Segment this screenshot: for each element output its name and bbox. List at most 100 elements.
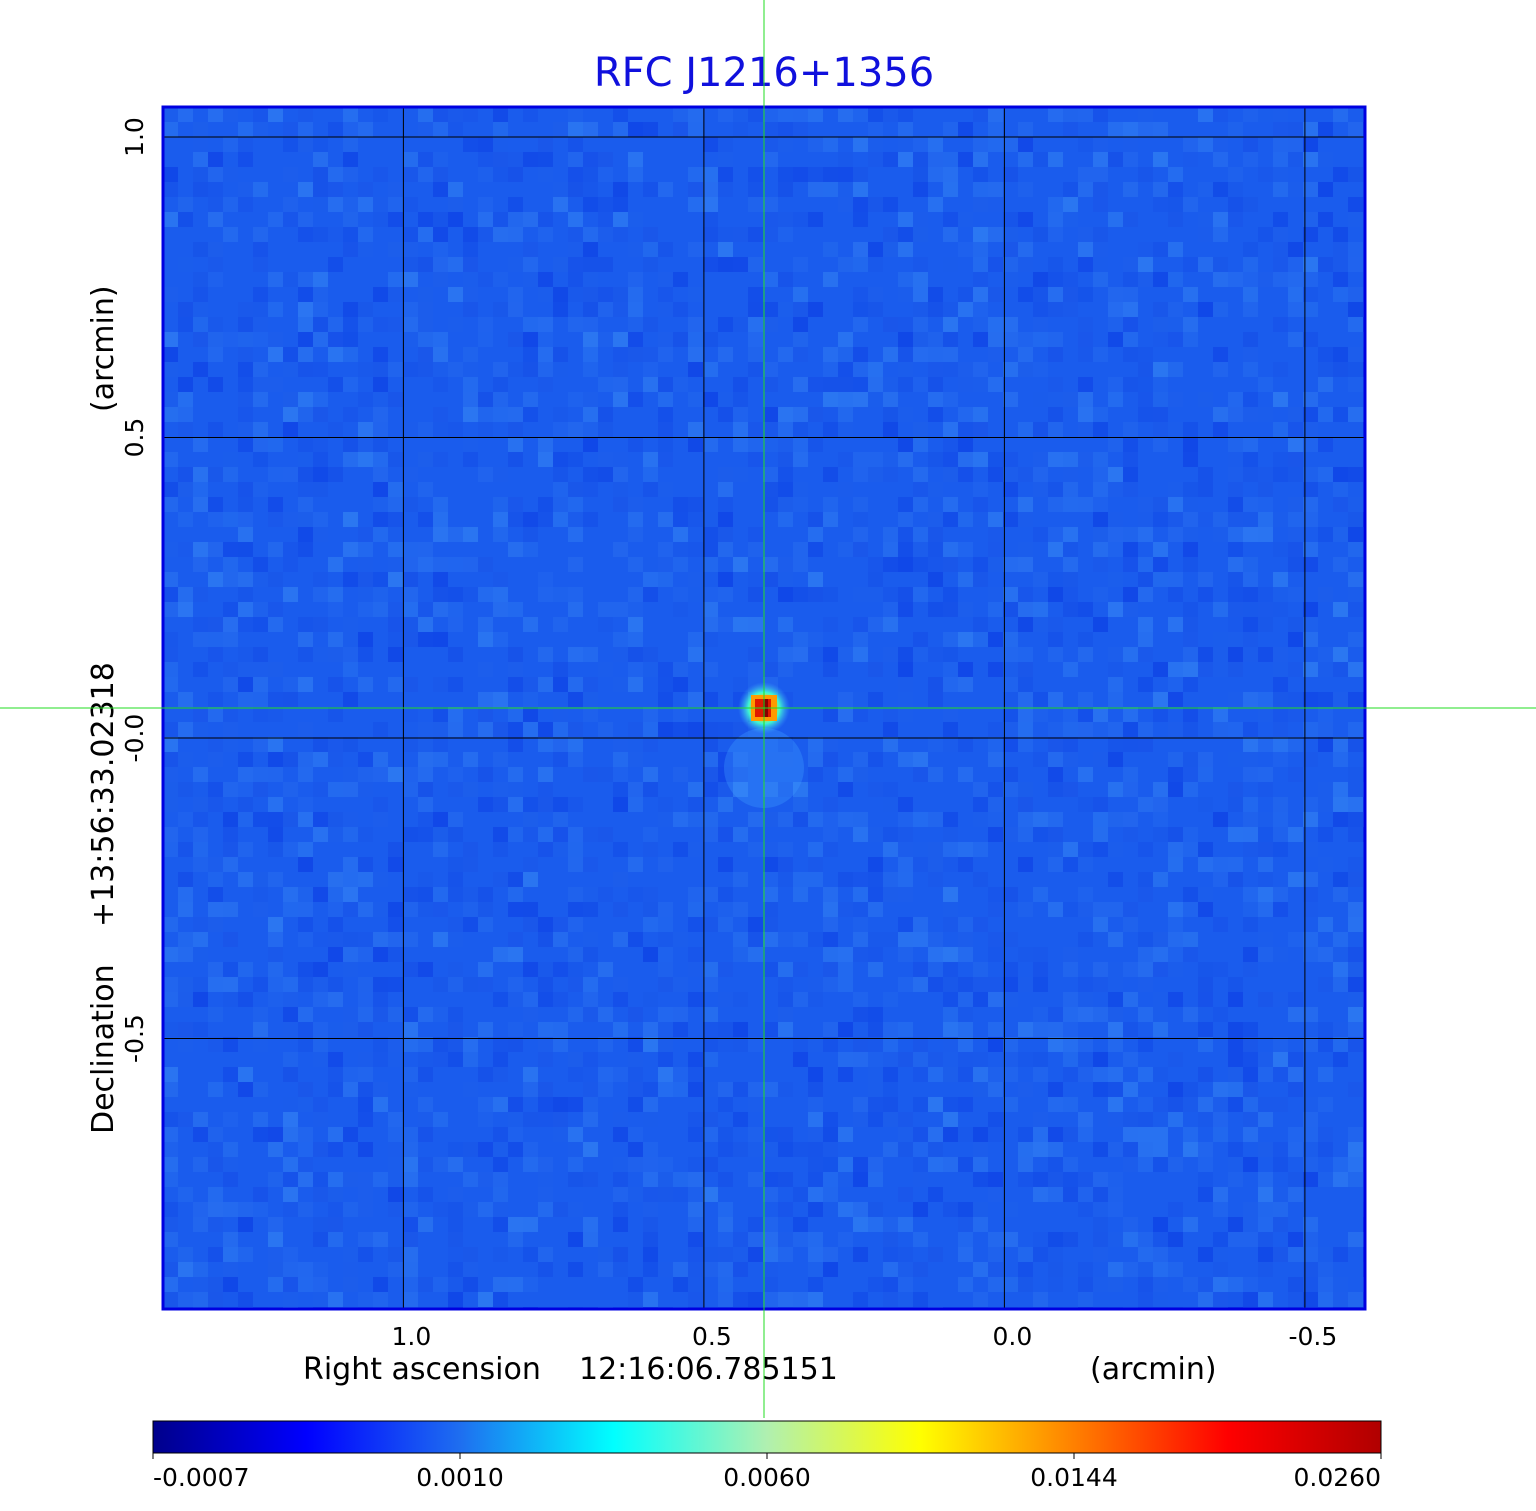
- noise-pixel: [988, 947, 1003, 962]
- noise-pixel: [718, 572, 733, 587]
- noise-pixel: [328, 1082, 343, 1097]
- noise-pixel: [733, 1022, 748, 1037]
- noise-pixel: [418, 212, 433, 227]
- noise-pixel: [478, 392, 493, 407]
- noise-pixel: [1183, 527, 1198, 542]
- noise-pixel: [1288, 287, 1303, 302]
- noise-pixel: [883, 1217, 898, 1232]
- noise-pixel: [688, 782, 703, 797]
- noise-pixel: [463, 272, 478, 287]
- noise-pixel: [1288, 692, 1303, 707]
- noise-pixel: [628, 497, 643, 512]
- noise-pixel: [898, 1142, 913, 1157]
- noise-pixel: [658, 452, 673, 467]
- noise-pixel: [1243, 962, 1258, 977]
- noise-pixel: [328, 932, 343, 947]
- noise-pixel: [553, 1037, 568, 1052]
- noise-pixel: [1303, 392, 1318, 407]
- noise-pixel: [388, 362, 403, 377]
- noise-pixel: [1078, 977, 1093, 992]
- noise-pixel: [343, 662, 358, 677]
- noise-pixel: [313, 1277, 328, 1292]
- noise-pixel: [463, 257, 478, 272]
- noise-pixel: [763, 1022, 778, 1037]
- noise-pixel: [328, 332, 343, 347]
- noise-pixel: [568, 422, 583, 437]
- noise-pixel: [748, 1127, 763, 1142]
- noise-pixel: [838, 902, 853, 917]
- noise-pixel: [493, 1202, 508, 1217]
- noise-pixel: [763, 572, 778, 587]
- noise-pixel: [223, 992, 238, 1007]
- noise-pixel: [1228, 1142, 1243, 1157]
- noise-pixel: [1093, 617, 1108, 632]
- noise-pixel: [643, 902, 658, 917]
- noise-pixel: [268, 497, 283, 512]
- noise-pixel: [703, 1022, 718, 1037]
- noise-pixel: [853, 1007, 868, 1022]
- noise-pixel: [1123, 1112, 1138, 1127]
- noise-pixel: [493, 1247, 508, 1262]
- noise-pixel: [358, 557, 373, 572]
- noise-pixel: [1123, 962, 1138, 977]
- noise-pixel: [163, 1142, 178, 1157]
- noise-pixel: [418, 302, 433, 317]
- noise-pixel: [298, 797, 313, 812]
- noise-pixel: [973, 1202, 988, 1217]
- noise-pixel: [313, 992, 328, 1007]
- noise-pixel: [1033, 1247, 1048, 1262]
- noise-pixel: [1033, 1007, 1048, 1022]
- noise-pixel: [163, 497, 178, 512]
- noise-pixel: [328, 977, 343, 992]
- noise-pixel: [1093, 1007, 1108, 1022]
- noise-pixel: [268, 347, 283, 362]
- noise-pixel: [778, 617, 793, 632]
- noise-pixel: [1288, 512, 1303, 527]
- noise-pixel: [1273, 542, 1288, 557]
- noise-pixel: [1168, 572, 1183, 587]
- noise-pixel: [1108, 302, 1123, 317]
- noise-pixel: [298, 407, 313, 422]
- noise-pixel: [493, 392, 508, 407]
- noise-pixel: [493, 752, 508, 767]
- noise-pixel: [328, 377, 343, 392]
- noise-pixel: [418, 257, 433, 272]
- noise-pixel: [748, 182, 763, 197]
- noise-pixel: [238, 872, 253, 887]
- noise-pixel: [763, 887, 778, 902]
- noise-pixel: [688, 587, 703, 602]
- noise-pixel: [1018, 1082, 1033, 1097]
- noise-pixel: [298, 542, 313, 557]
- noise-pixel: [1168, 242, 1183, 257]
- noise-pixel: [1288, 527, 1303, 542]
- noise-pixel: [343, 302, 358, 317]
- noise-pixel: [178, 1292, 193, 1307]
- noise-pixel: [373, 1172, 388, 1187]
- noise-pixel: [733, 1292, 748, 1307]
- noise-pixel: [178, 1037, 193, 1052]
- noise-pixel: [1063, 572, 1078, 587]
- noise-pixel: [1063, 392, 1078, 407]
- noise-pixel: [1273, 602, 1288, 617]
- noise-pixel: [733, 407, 748, 422]
- noise-pixel: [328, 992, 343, 1007]
- noise-pixel: [178, 947, 193, 962]
- noise-pixel: [178, 512, 193, 527]
- noise-pixel: [193, 1277, 208, 1292]
- noise-pixel: [418, 422, 433, 437]
- noise-pixel: [1213, 917, 1228, 932]
- noise-pixel: [283, 362, 298, 377]
- noise-pixel: [883, 557, 898, 572]
- noise-pixel: [538, 962, 553, 977]
- noise-pixel: [568, 722, 583, 737]
- noise-pixel: [643, 122, 658, 137]
- noise-pixel: [688, 1067, 703, 1082]
- noise-pixel: [973, 1262, 988, 1277]
- noise-pixel: [283, 1097, 298, 1112]
- noise-pixel: [1228, 197, 1243, 212]
- noise-pixel: [898, 227, 913, 242]
- noise-pixel: [1003, 962, 1018, 977]
- noise-pixel: [928, 542, 943, 557]
- noise-pixel: [1153, 1292, 1168, 1307]
- noise-pixel: [853, 1112, 868, 1127]
